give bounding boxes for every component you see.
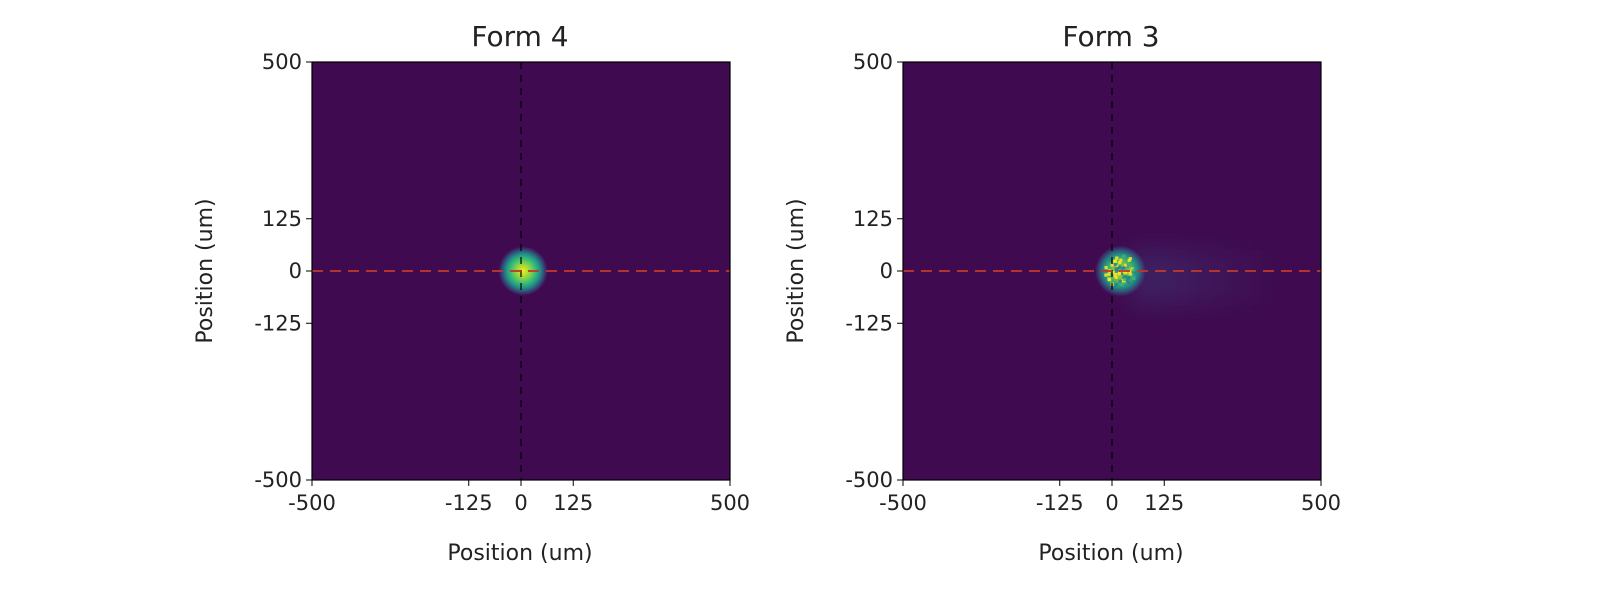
x-tick-label: 500 [1301, 491, 1341, 515]
speckle [1115, 263, 1119, 267]
speckle [1114, 267, 1118, 271]
x-tick-label: -500 [879, 491, 927, 515]
speckle [1126, 281, 1131, 285]
plot-area [902, 61, 1322, 481]
x-tick-label: 500 [710, 491, 750, 515]
x-tick-label: -125 [445, 491, 493, 515]
x-ticks: -500 -125 0 125 500 [879, 480, 1341, 515]
speckle [1104, 266, 1108, 270]
y-axis-label: Position (um) [784, 198, 809, 343]
speckle [1107, 272, 1111, 276]
plot-area [311, 61, 731, 481]
heatmap-spot [498, 245, 549, 297]
speckle [1114, 269, 1118, 273]
y-tick-label: 0 [880, 259, 893, 283]
speckle [1131, 268, 1135, 272]
speckle [1124, 268, 1128, 272]
speckle [1118, 279, 1122, 283]
speckle [1114, 275, 1118, 279]
speckle [1104, 273, 1108, 277]
speckle [1107, 278, 1112, 282]
y-tick-label: 125 [853, 207, 893, 231]
y-tick-label: 0 [289, 259, 302, 283]
speckle [1127, 258, 1131, 262]
speckle [1134, 271, 1138, 275]
x-axis-label: Position (um) [1038, 541, 1183, 566]
y-ticks: 500 125 0 -125 -500 [254, 50, 312, 492]
x-tick-label: 125 [1144, 491, 1184, 515]
speckle [1116, 265, 1120, 269]
x-tick-label: -125 [1036, 491, 1084, 515]
y-axis-label: Position (um) [193, 198, 218, 343]
y-tick-label: -500 [254, 468, 302, 492]
speckle [1122, 254, 1126, 258]
y-ticks: 500 125 0 -125 -500 [845, 50, 903, 492]
speckle [1124, 270, 1128, 274]
heatmap-tail [1132, 249, 1280, 306]
speckle [1126, 275, 1131, 279]
x-tick-label: 0 [514, 491, 527, 515]
speckle [1128, 257, 1132, 261]
speckle [1122, 266, 1126, 270]
heatmap-panel-form-4: Form 4 Position (um) Position (um) -500-… [193, 20, 750, 566]
speckle [1115, 256, 1119, 260]
speckle [1114, 283, 1118, 287]
speckle [1118, 261, 1122, 265]
speckle [1122, 275, 1126, 279]
x-tick-label: -500 [288, 491, 336, 515]
speckle [1108, 267, 1112, 271]
speckle [1120, 267, 1124, 271]
heatmap-panel-form-3: Form 3 Position (um) Position (um) -500-… [784, 20, 1341, 566]
speckle [1132, 276, 1136, 281]
speckle [1109, 273, 1113, 277]
speckle [1126, 262, 1130, 266]
x-ticks: -500 -125 0 125 500 [288, 480, 750, 515]
speckle [1124, 263, 1128, 267]
y-tick-label: -500 [845, 468, 893, 492]
speckle [1120, 283, 1124, 287]
speckle [1120, 279, 1125, 283]
x-tick-label: 125 [553, 491, 593, 515]
speckle [1116, 268, 1120, 272]
speckle [1118, 265, 1122, 270]
y-tick-label: 500 [853, 50, 893, 74]
chart-title: Form 3 [1062, 20, 1159, 53]
y-tick-label: 500 [262, 50, 302, 74]
speckle [1113, 263, 1117, 267]
speckle [1122, 277, 1127, 282]
x-axis-label: Position (um) [447, 541, 592, 566]
x-tick-label: 0 [1105, 491, 1118, 515]
speckle [1128, 272, 1132, 276]
y-tick-label: 125 [262, 207, 302, 231]
speckle [1120, 272, 1124, 276]
y-tick-label: -125 [845, 311, 893, 335]
speckle [1113, 273, 1117, 278]
chart-title: Form 4 [471, 20, 568, 53]
y-tick-label: -125 [254, 311, 302, 335]
speckle [1109, 258, 1113, 262]
speckle [1118, 263, 1122, 267]
speckle [1110, 263, 1114, 267]
speckle [1117, 272, 1122, 276]
speckle [1125, 278, 1129, 282]
speckle [1113, 259, 1118, 263]
speckle [1119, 258, 1123, 262]
